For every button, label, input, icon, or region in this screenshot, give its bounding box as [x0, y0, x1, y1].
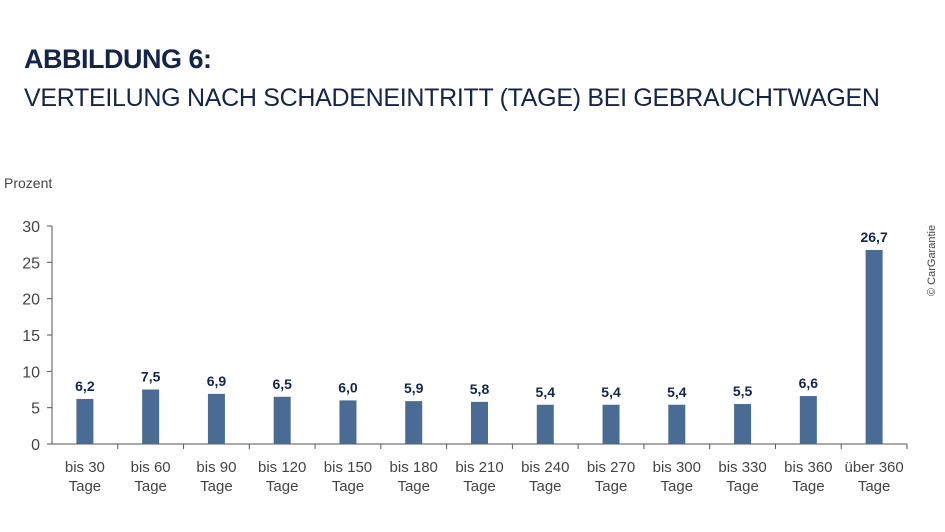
- y-tick-label: 0: [31, 437, 40, 454]
- data-label: 6,5: [272, 376, 292, 392]
- bar: [668, 404, 686, 444]
- data-label: 6,6: [799, 375, 819, 391]
- x-tick-label: Tage: [726, 478, 759, 495]
- data-label: 5,8: [470, 381, 490, 397]
- x-tick-label: Tage: [266, 478, 299, 495]
- bar: [76, 398, 94, 444]
- x-tick-label: Tage: [134, 478, 167, 495]
- data-label: 5,4: [536, 384, 556, 400]
- x-tick-label: Tage: [858, 478, 891, 495]
- bar: [273, 396, 291, 444]
- y-tick-label: 20: [22, 292, 40, 309]
- data-label: 7,5: [141, 369, 161, 385]
- x-tick-label: bis 300: [653, 459, 701, 476]
- x-tick-label: Tage: [529, 478, 562, 495]
- y-axis-label: Prozent: [4, 175, 52, 191]
- x-tick-label: bis 240: [521, 459, 569, 476]
- x-tick-label: bis 270: [587, 459, 635, 476]
- chart-title: ABBILDUNG 6:: [24, 44, 212, 74]
- data-label: 6,0: [338, 379, 358, 395]
- bar: [536, 404, 554, 444]
- chart-subtitle: VERTEILUNG NACH SCHADENEINTRITT (TAGE) B…: [24, 84, 880, 112]
- x-tick-label: Tage: [332, 478, 365, 495]
- bar: [799, 396, 817, 444]
- x-tick-label: bis 360: [784, 459, 832, 476]
- x-tick-label: Tage: [661, 478, 694, 495]
- x-tick-label: bis 60: [131, 459, 171, 476]
- x-tick-label: bis 210: [455, 459, 503, 476]
- data-label: 5,4: [601, 384, 621, 400]
- bar: [339, 400, 357, 444]
- data-label: 5,5: [733, 383, 753, 399]
- y-tick-label: 25: [22, 255, 40, 272]
- x-tick-label: über 360: [845, 459, 904, 476]
- x-tick-label: bis 120: [258, 459, 306, 476]
- x-tick-label: Tage: [200, 478, 233, 495]
- bar: [405, 401, 423, 444]
- x-tick-label: bis 150: [324, 459, 372, 476]
- x-tick-label: bis 180: [390, 459, 438, 476]
- x-tick-label: Tage: [792, 478, 825, 495]
- x-tick-label: bis 90: [196, 459, 236, 476]
- data-label: 6,2: [75, 378, 95, 394]
- data-label: 26,7: [860, 229, 887, 245]
- x-tick-label: Tage: [595, 478, 628, 495]
- x-tick-label: Tage: [463, 478, 496, 495]
- data-label: 5,9: [404, 380, 424, 396]
- y-tick-label: 30: [22, 219, 40, 236]
- y-tick-label: 5: [31, 401, 40, 418]
- data-label: 6,9: [207, 373, 227, 389]
- x-tick-label: Tage: [69, 478, 102, 495]
- bar: [734, 404, 752, 444]
- credit-text: © CarGarantie: [926, 225, 938, 296]
- bar: [602, 404, 620, 444]
- data-label: 5,4: [667, 384, 687, 400]
- bar: [207, 393, 225, 444]
- bar: [865, 249, 883, 444]
- x-tick-label: Tage: [397, 478, 430, 495]
- bar: [471, 401, 488, 444]
- x-tick-label: bis 330: [718, 459, 766, 476]
- y-tick-label: 15: [22, 328, 40, 345]
- bar: [142, 389, 160, 444]
- y-tick-label: 10: [22, 364, 40, 381]
- x-tick-label: bis 30: [65, 459, 105, 476]
